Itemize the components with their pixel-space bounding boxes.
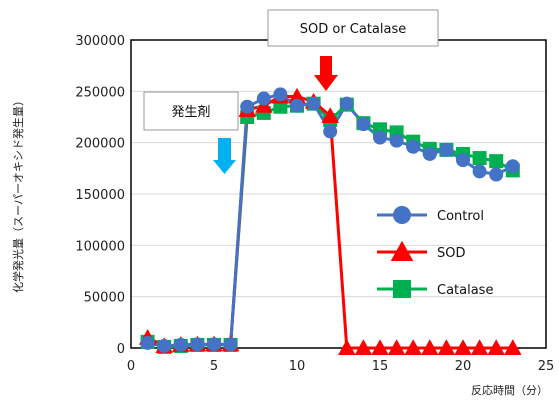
x-tick-label: 20 — [455, 359, 472, 374]
legend-label-control: Control — [437, 209, 484, 224]
y-tick-label: 200000 — [75, 137, 125, 152]
data-point-control — [240, 99, 255, 114]
data-point-control — [306, 96, 321, 111]
data-point-control — [439, 142, 454, 157]
callout-sod-catalase: SOD or Catalase — [267, 9, 439, 47]
data-point-control — [356, 117, 371, 132]
data-point-sod — [454, 339, 472, 355]
data-point-sod — [421, 339, 439, 355]
x-tick-label: 5 — [210, 359, 218, 374]
sod-catalase-arrow-icon — [314, 56, 338, 91]
data-point-sod — [504, 339, 522, 355]
legend-label-sod: SOD — [437, 246, 466, 261]
data-point-control — [505, 159, 520, 174]
generator-arrow-icon — [213, 138, 236, 174]
data-point-sod — [437, 339, 456, 355]
y-axis-ticks: 0 50000 100000 150000 200000 250000 300000 — [75, 34, 125, 357]
data-point-control — [223, 337, 238, 352]
series-markers — [138, 87, 522, 355]
data-point-control — [339, 96, 354, 111]
y-tick-label: 50000 — [84, 291, 125, 306]
y-tick-label: 100000 — [75, 239, 125, 254]
data-point-control — [173, 337, 188, 352]
callout-sod-catalase-box — [267, 9, 439, 47]
x-tick-label: 25 — [538, 359, 555, 374]
x-tick-label: 15 — [372, 359, 389, 374]
data-point-sod — [321, 107, 339, 123]
series-points-control — [140, 87, 520, 353]
data-point-control — [406, 139, 421, 154]
data-point-control — [256, 91, 271, 106]
x-axis-label: 反応時間（分） — [471, 383, 548, 397]
callout-generator: 発生剤 — [143, 91, 239, 131]
data-point-sod — [288, 87, 306, 104]
data-point-control — [273, 87, 288, 102]
legend-label-catalase: Catalase — [437, 283, 493, 298]
x-axis-ticks: 0 5 10 15 20 25 — [127, 359, 554, 374]
callout-sod-catalase-text: SOD or Catalase — [300, 22, 407, 37]
data-point-control — [323, 124, 338, 139]
data-point-control — [207, 337, 221, 352]
legend: Control SOD Catalase — [377, 206, 493, 298]
x-tick-label: 0 — [127, 359, 135, 374]
data-point-sod — [371, 339, 389, 355]
data-point-control — [472, 164, 487, 179]
data-point-control — [373, 130, 387, 145]
y-tick-label: 0 — [117, 342, 125, 357]
data-point-sod — [338, 339, 356, 355]
y-axis-label: 化学発光量（スーパーオキシド発生量） — [11, 95, 25, 293]
data-point-control — [422, 146, 437, 161]
data-point-control — [290, 98, 304, 113]
legend-marker-catalase — [393, 280, 411, 298]
data-point-control — [157, 338, 172, 353]
data-point-catalase — [472, 151, 487, 166]
y-tick-label: 150000 — [75, 188, 125, 203]
data-point-control — [190, 337, 205, 352]
data-point-sod — [354, 339, 373, 355]
data-point-control — [140, 335, 155, 350]
y-tick-label: 250000 — [75, 85, 125, 100]
data-point-sod — [404, 339, 422, 355]
callout-generator-text: 発生剤 — [171, 104, 210, 120]
x-tick-label: 10 — [289, 359, 306, 374]
data-point-control — [489, 167, 504, 182]
data-point-sod — [487, 339, 505, 355]
data-point-sod — [470, 339, 489, 355]
data-point-control — [389, 133, 404, 148]
data-point-sod — [387, 339, 406, 355]
callout-generator-box — [143, 91, 239, 131]
legend-marker-sod — [390, 240, 414, 261]
data-point-control — [456, 153, 470, 168]
y-tick-label: 300000 — [75, 34, 125, 49]
data-point-catalase — [489, 154, 504, 169]
legend-marker-control — [393, 206, 411, 224]
